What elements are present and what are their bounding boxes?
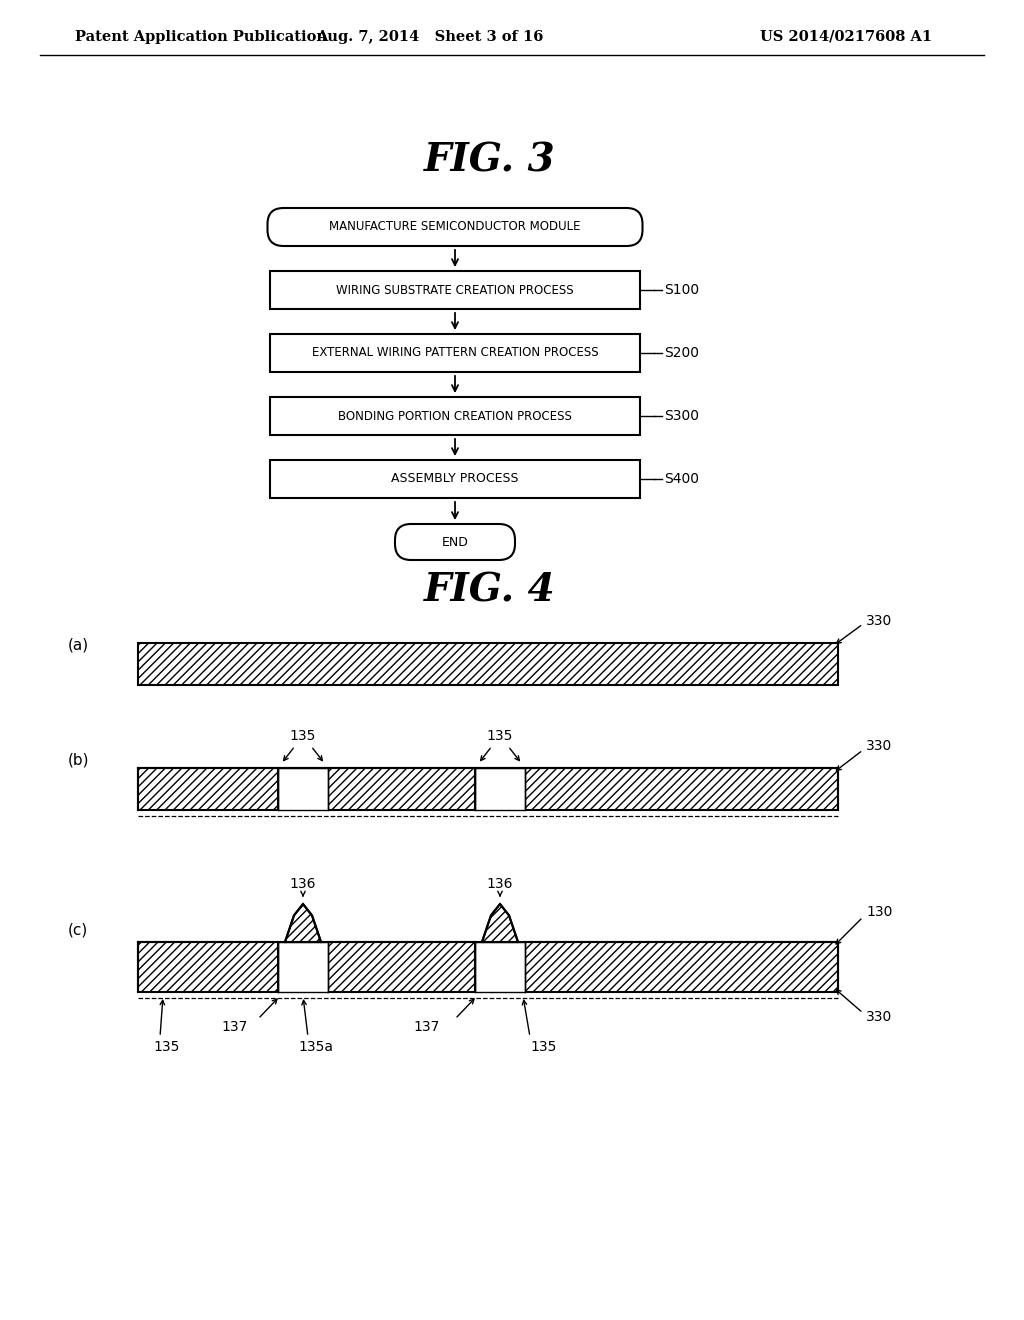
- Text: S100: S100: [664, 282, 699, 297]
- Text: 135: 135: [486, 729, 513, 743]
- Bar: [278, 768, 328, 810]
- Text: 137: 137: [221, 1020, 248, 1034]
- Text: 330: 330: [866, 1010, 892, 1024]
- Text: Aug. 7, 2014   Sheet 3 of 16: Aug. 7, 2014 Sheet 3 of 16: [316, 30, 544, 44]
- FancyBboxPatch shape: [267, 209, 642, 246]
- Text: (b): (b): [68, 752, 89, 767]
- Bar: [475, 942, 525, 993]
- FancyBboxPatch shape: [395, 524, 515, 560]
- Text: (a): (a): [68, 638, 89, 652]
- Text: S300: S300: [664, 409, 699, 422]
- Text: WIRING SUBSTRATE CREATION PROCESS: WIRING SUBSTRATE CREATION PROCESS: [336, 284, 573, 297]
- Text: 137: 137: [414, 1020, 440, 1034]
- Bar: [475, 768, 525, 810]
- Text: EXTERNAL WIRING PATTERN CREATION PROCESS: EXTERNAL WIRING PATTERN CREATION PROCESS: [311, 346, 598, 359]
- Text: 330: 330: [866, 739, 892, 752]
- Text: Patent Application Publication: Patent Application Publication: [75, 30, 327, 44]
- Bar: [138, 768, 278, 810]
- Bar: [270, 397, 640, 436]
- Text: 130: 130: [866, 906, 892, 919]
- Bar: [278, 942, 328, 993]
- Bar: [270, 459, 640, 498]
- Text: 136: 136: [290, 876, 316, 891]
- Text: 135: 135: [530, 1040, 556, 1053]
- Text: FIG. 3: FIG. 3: [424, 141, 556, 180]
- Polygon shape: [285, 904, 321, 942]
- Text: MANUFACTURE SEMICONDUCTOR MODULE: MANUFACTURE SEMICONDUCTOR MODULE: [330, 220, 581, 234]
- Bar: [525, 942, 838, 993]
- Bar: [328, 942, 475, 993]
- Text: END: END: [441, 536, 468, 549]
- Text: BONDING PORTION CREATION PROCESS: BONDING PORTION CREATION PROCESS: [338, 409, 572, 422]
- Text: 330: 330: [866, 614, 892, 628]
- Polygon shape: [482, 904, 518, 942]
- Polygon shape: [285, 904, 321, 942]
- Text: 135: 135: [290, 729, 316, 743]
- Text: 135: 135: [153, 1040, 179, 1053]
- Bar: [270, 271, 640, 309]
- Text: FIG. 4: FIG. 4: [424, 572, 556, 609]
- Bar: [138, 942, 278, 993]
- Text: S200: S200: [664, 346, 699, 360]
- Text: S400: S400: [664, 473, 699, 486]
- Text: 135a: 135a: [298, 1040, 333, 1053]
- Text: (c): (c): [68, 923, 88, 937]
- Text: US 2014/0217608 A1: US 2014/0217608 A1: [760, 30, 932, 44]
- Text: ASSEMBLY PROCESS: ASSEMBLY PROCESS: [391, 473, 519, 486]
- Bar: [328, 768, 475, 810]
- Bar: [270, 334, 640, 372]
- Bar: [138, 643, 838, 685]
- Text: 136: 136: [486, 876, 513, 891]
- Bar: [525, 768, 838, 810]
- Polygon shape: [482, 904, 518, 942]
